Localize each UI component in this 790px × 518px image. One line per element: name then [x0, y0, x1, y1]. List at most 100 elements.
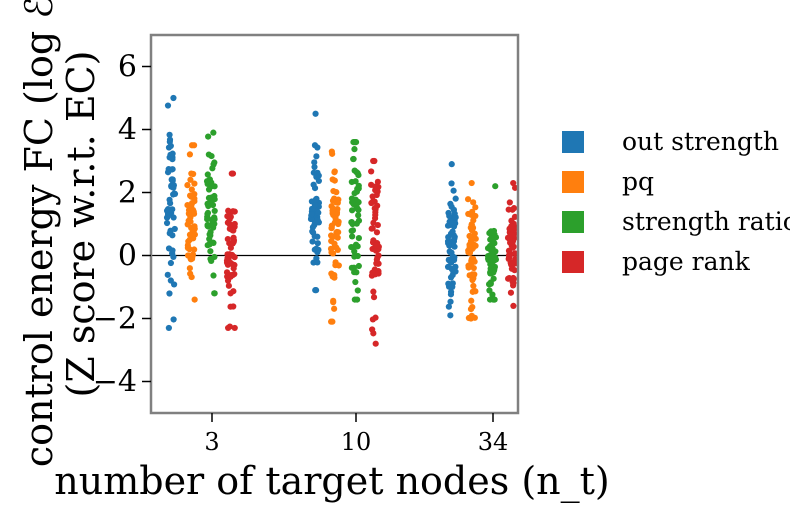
data-point — [311, 142, 319, 149]
data-point — [314, 259, 321, 266]
data-point — [312, 110, 319, 117]
data-point — [333, 244, 340, 251]
data-point — [492, 183, 499, 190]
data-point — [225, 324, 232, 332]
data-point — [311, 202, 319, 209]
data-point — [335, 262, 342, 269]
y-axis-title-line2: (Z score w.r.t. EC) — [59, 51, 103, 398]
legend-swatch — [562, 251, 584, 273]
data-point — [467, 306, 475, 313]
data-point — [510, 205, 518, 212]
data-point — [187, 176, 194, 183]
data-point — [170, 316, 177, 323]
data-point — [312, 287, 319, 294]
data-point — [163, 219, 171, 227]
data-point — [203, 178, 211, 185]
data-point — [351, 139, 358, 146]
data-point — [169, 166, 176, 173]
y-tick-label: −2 — [93, 302, 137, 337]
data-point — [226, 225, 233, 232]
data-point — [186, 151, 194, 158]
data-point — [231, 254, 238, 261]
data-point — [328, 222, 335, 229]
data-point — [351, 190, 358, 197]
data-point — [190, 210, 198, 217]
data-point — [164, 212, 172, 219]
data-point — [508, 223, 515, 230]
data-point — [168, 183, 175, 190]
data-point — [313, 153, 320, 160]
x-tick-label: 34 — [478, 428, 509, 456]
data-point — [451, 243, 458, 250]
data-point — [187, 192, 194, 199]
data-point — [188, 186, 195, 193]
data-point — [204, 223, 212, 230]
data-point — [188, 170, 195, 177]
data-point — [472, 242, 479, 249]
data-point — [349, 233, 356, 240]
data-point — [353, 169, 360, 176]
data-point — [449, 228, 456, 235]
data-point — [204, 209, 212, 216]
data-point — [329, 150, 336, 157]
data-point — [466, 244, 473, 251]
data-point — [166, 290, 173, 297]
data-point — [335, 229, 342, 236]
data-point — [205, 186, 213, 193]
data-point — [452, 195, 459, 202]
data-point — [489, 248, 497, 255]
data-point — [330, 299, 337, 306]
data-point — [351, 253, 358, 260]
data-point — [469, 208, 476, 215]
data-point — [166, 230, 173, 237]
data-point — [368, 225, 375, 232]
data-point — [490, 257, 498, 264]
data-point — [225, 207, 232, 214]
data-point — [229, 208, 237, 215]
data-point — [469, 276, 476, 284]
x-axis-title: number of target nodes (n_t) — [54, 459, 609, 504]
data-point — [509, 232, 516, 239]
data-point — [369, 326, 376, 333]
data-point — [372, 211, 379, 219]
data-point — [167, 200, 174, 207]
data-point — [312, 196, 319, 203]
data-point — [444, 222, 452, 229]
data-point — [329, 207, 336, 214]
data-point — [329, 250, 337, 257]
data-point — [331, 168, 338, 175]
data-point — [505, 255, 512, 263]
data-point — [450, 187, 457, 194]
data-point — [191, 296, 198, 303]
data-point — [205, 133, 212, 140]
data-point — [487, 269, 494, 276]
data-point — [355, 212, 362, 219]
data-point — [449, 283, 456, 290]
data-point — [224, 235, 231, 243]
data-point — [205, 151, 212, 158]
data-point — [170, 94, 177, 102]
data-point — [471, 314, 478, 321]
data-point — [505, 206, 512, 213]
data-point — [509, 282, 517, 289]
data-point — [370, 157, 377, 165]
y-tick-label: 0 — [118, 239, 137, 274]
data-point — [191, 180, 198, 187]
data-point — [448, 180, 455, 187]
data-point — [311, 163, 318, 171]
data-point — [209, 239, 217, 246]
data-point — [189, 251, 197, 258]
data-point — [211, 207, 218, 215]
data-point — [470, 282, 477, 290]
legend-swatch — [562, 171, 584, 193]
data-point — [310, 181, 317, 188]
data-point — [350, 197, 357, 204]
data-point — [445, 303, 452, 310]
data-point — [167, 259, 174, 267]
data-point — [472, 204, 479, 211]
data-point — [445, 240, 452, 247]
data-point — [486, 287, 493, 294]
data-point — [449, 253, 456, 260]
